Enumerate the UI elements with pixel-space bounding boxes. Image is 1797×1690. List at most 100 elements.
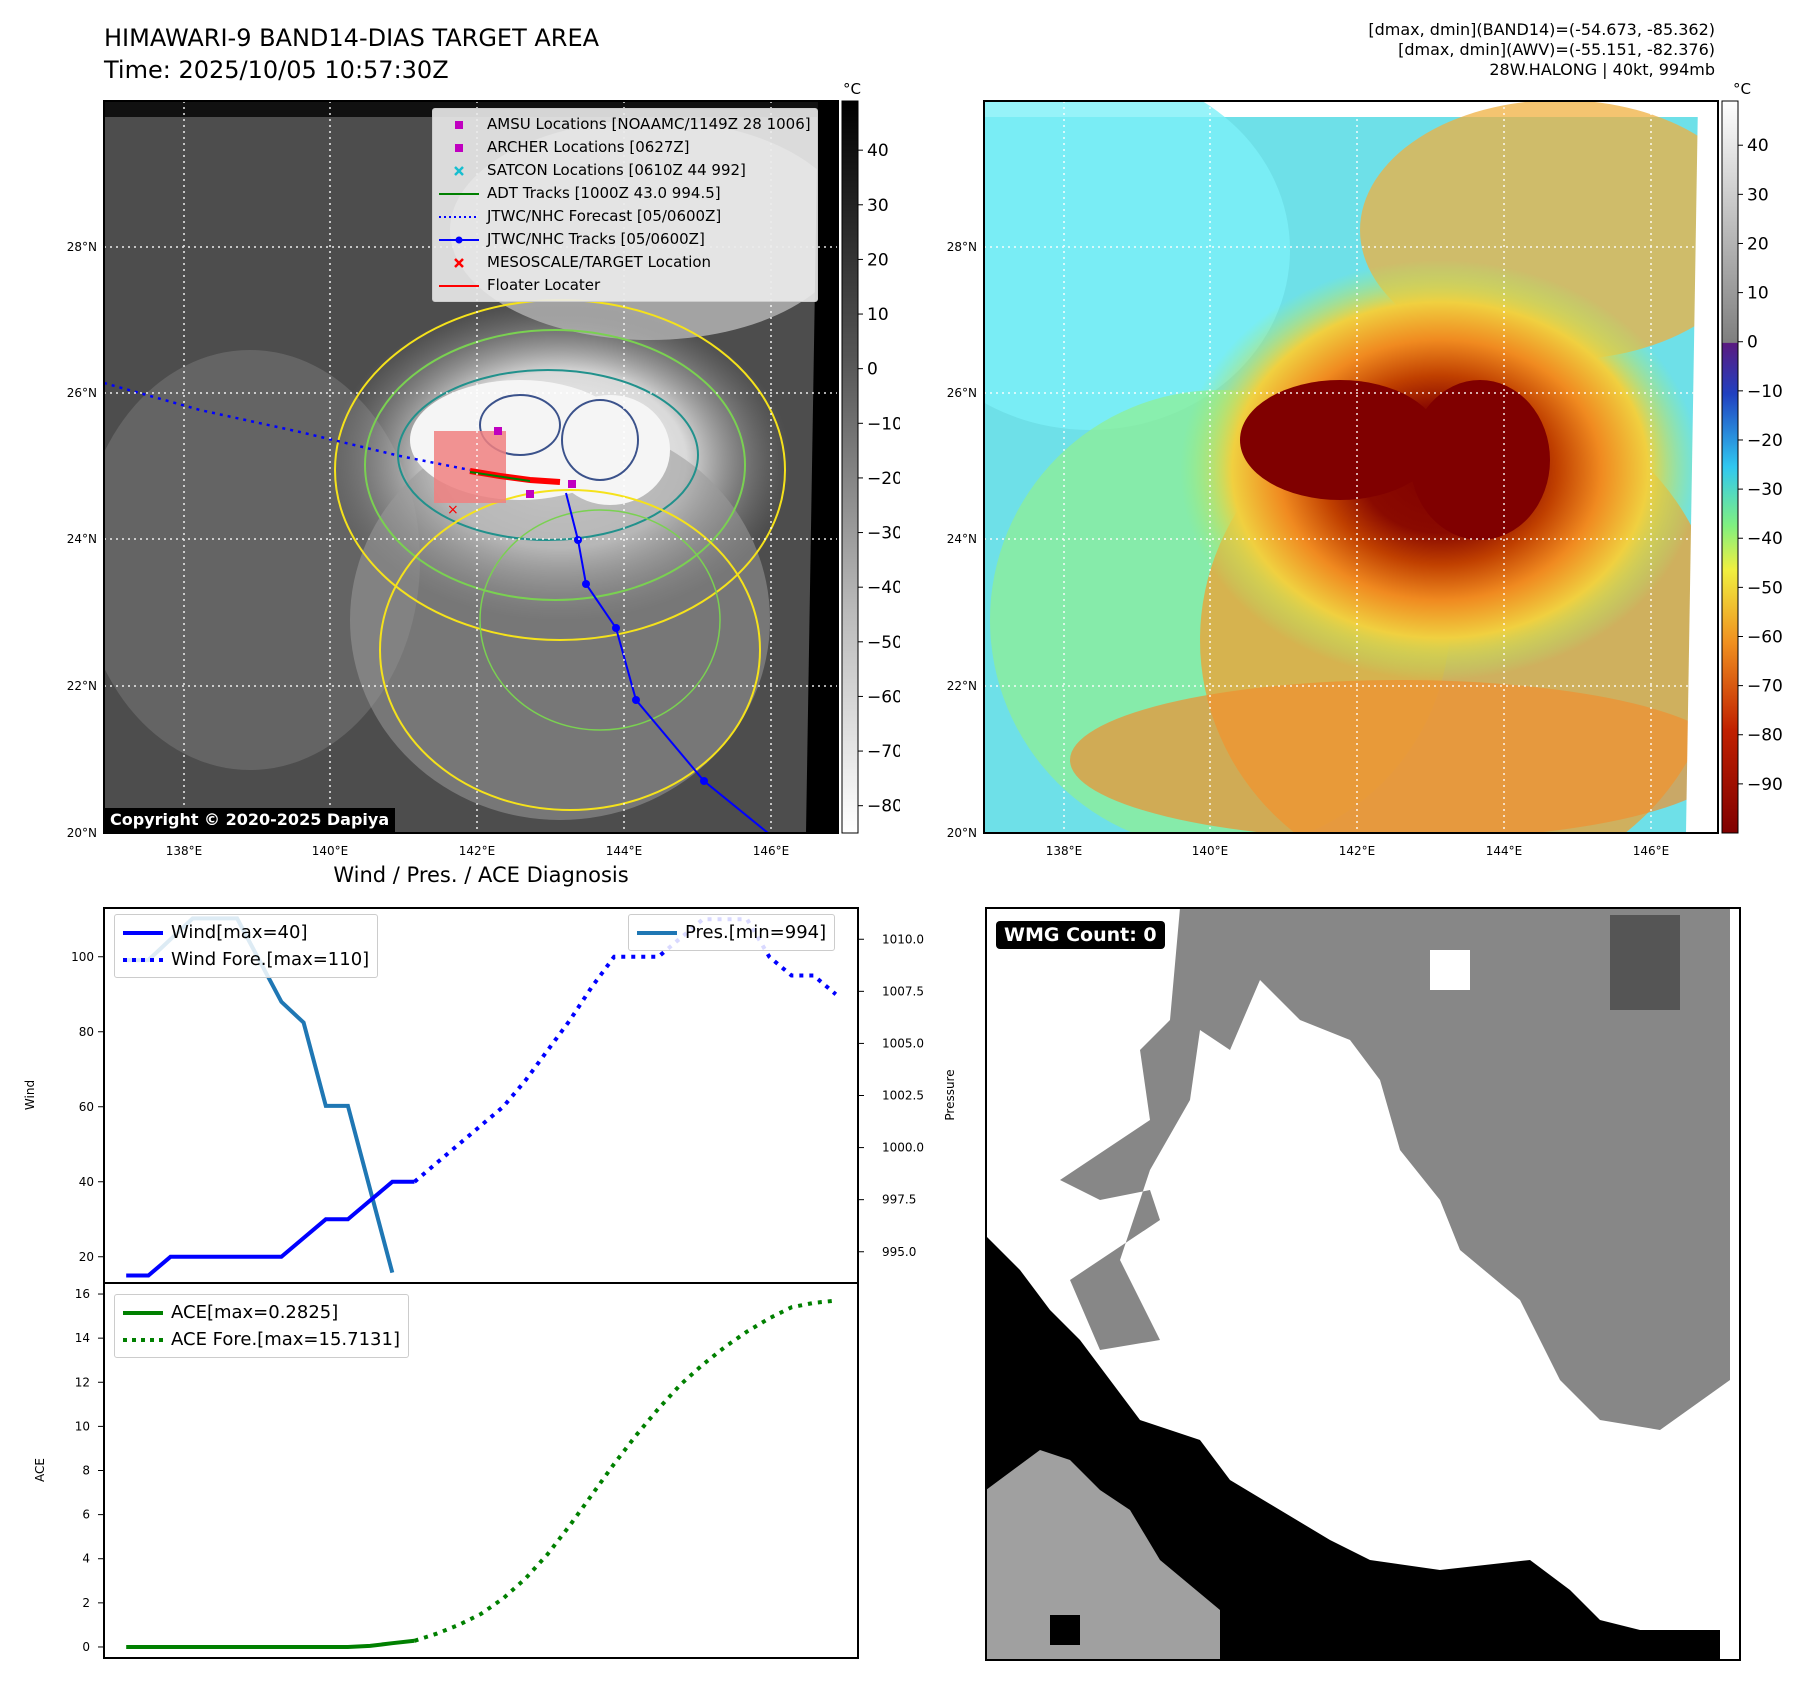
map-legend-label: Floater Locater xyxy=(487,276,601,294)
colorbar-tick-label: 30 xyxy=(1747,185,1769,205)
colorbar-tick-label: −80 xyxy=(1747,726,1783,746)
ace-series xyxy=(126,1298,837,1649)
wind-tick-label: 60 xyxy=(79,1100,94,1114)
map-legend-entry: ADT Tracks [1000Z 43.0 994.5] xyxy=(439,182,811,205)
ace-y-ticks: 0 2 4 6 8 10 12 14 16 xyxy=(75,1287,104,1654)
lat-label: 20°N xyxy=(67,826,97,840)
wind-axis-label: Wind xyxy=(23,1080,37,1110)
wind-line xyxy=(126,1179,415,1278)
lat-label: 22°N xyxy=(67,679,97,693)
colorbar-tick-label: −30 xyxy=(867,524,900,544)
archer-marker xyxy=(526,490,534,498)
ace-line xyxy=(126,1638,415,1649)
wmg-image xyxy=(986,908,1740,1660)
map-legend-entry: JTWC/NHC Forecast [05/0600Z] xyxy=(439,205,811,228)
colorbar-tick-label: −70 xyxy=(1747,677,1783,697)
colorbar-tick-label: 0 xyxy=(867,360,878,380)
pressure-tick-label: 1000.0 xyxy=(882,1141,924,1155)
stats-storm: 28W.HALONG | 40kt, 994mb xyxy=(1489,60,1715,79)
map-legend-entry: JTWC/NHC Tracks [05/0600Z] xyxy=(439,228,811,251)
colorbar-tick-label: 30 xyxy=(867,196,889,216)
map-legend-label: SATCON Locations [0610Z 44 992] xyxy=(487,161,746,179)
solid-green-line-icon xyxy=(123,1305,163,1321)
lat-label: 26°N xyxy=(947,386,977,400)
colorbar-tick-label: −60 xyxy=(867,687,900,707)
lon-label: 138°E xyxy=(166,844,203,858)
colorbar-left-ticks: 40 30 20 10 0 −10 −20 −30 −40 −50 −60 −70 −80 xyxy=(858,141,900,817)
color-map-panel: 28°N 26°N 24°N 22°N 20°N 138°E 140°E 142… xyxy=(947,80,1783,858)
colorbar-tick-label: 10 xyxy=(867,305,889,325)
ace-tick-label: 8 xyxy=(82,1464,90,1478)
map-legend-label: ARCHER Locations [0627Z] xyxy=(487,138,690,156)
red-line-icon xyxy=(439,278,479,294)
wmg-count-badge: WMG Count: 0 xyxy=(996,921,1165,949)
lon-label: 144°E xyxy=(1486,844,1523,858)
colorbar-tick-label: 0 xyxy=(1747,333,1758,353)
wind-forecast-line xyxy=(413,917,838,1184)
pressure-tick-label: 1007.5 xyxy=(882,984,924,998)
map-legend-entry: ARCHER Locations [0627Z] xyxy=(439,136,811,159)
mesoscale-marker: × xyxy=(447,502,459,518)
wind-tick-label: 40 xyxy=(79,1175,94,1189)
colorbar-tick-label: −10 xyxy=(1747,382,1783,402)
lat-label: 28°N xyxy=(67,240,97,254)
pressure-axis-label: Pressure xyxy=(943,1069,957,1120)
lat-label: 24°N xyxy=(947,532,977,546)
blue-line-dot-icon xyxy=(439,232,479,248)
map-legend-label: MESOSCALE/TARGET Location xyxy=(487,253,712,271)
map-legend-entry: AMSU Locations [NOAAMC/1149Z 28 1006] xyxy=(439,113,811,136)
dotted-blue-line-icon xyxy=(123,952,163,968)
colorbar-right-unit: °C xyxy=(1733,80,1751,98)
stats-band14: [dmax, dmin](BAND14)=(-54.673, -85.362) xyxy=(1368,20,1715,39)
colorbar-right xyxy=(1721,100,1739,834)
ace-tick-label: 10 xyxy=(75,1419,90,1433)
map-legend-label: ADT Tracks [1000Z 43.0 994.5] xyxy=(487,184,721,202)
colorbar-tick-label: −70 xyxy=(867,742,900,762)
legend-label: ACE[max=0.2825] xyxy=(171,1302,339,1323)
magenta-square-icon xyxy=(439,140,479,156)
color-map-image xyxy=(984,101,1718,833)
colorbar-tick-label: −30 xyxy=(1747,480,1783,500)
colorbar-right-ticks: 40 30 20 10 0 −10 −20 −30 −40 −50 −60 −70 −80 −90 xyxy=(1738,136,1783,795)
archer-marker-2 xyxy=(568,480,576,488)
ace-legend: ACE[max=0.2825] ACE Fore.[max=15.7131] xyxy=(114,1294,409,1358)
pressure-y-ticks: 995.0 997.5 1000.0 1002.5 1005.0 1007.5 1010.0 xyxy=(858,932,924,1259)
legend-label: Pres.[min=994] xyxy=(685,922,827,943)
lon-label: 142°E xyxy=(459,844,496,858)
green-line-icon xyxy=(439,186,479,202)
map-legend-entry: MESOSCALE/TARGET Location xyxy=(439,251,811,274)
wind-tick-label: 80 xyxy=(79,1025,94,1039)
ace-axis-label: ACE xyxy=(33,1458,47,1482)
ace-tick-label: 12 xyxy=(75,1375,90,1389)
magenta-square-icon xyxy=(439,117,479,133)
lon-label: 146°E xyxy=(1633,844,1670,858)
colorbar-tick-label: 20 xyxy=(867,250,889,270)
pressure-tick-label: 1010.0 xyxy=(882,932,924,946)
colorbar-tick-label: −40 xyxy=(1747,529,1783,549)
dotted-green-line-icon xyxy=(123,1332,163,1348)
blue-dotted-line-icon xyxy=(439,209,479,225)
ace-tick-label: 4 xyxy=(82,1552,90,1566)
ir-map-lon-labels: 138°E 140°E 142°E 144°E 146°E xyxy=(166,844,790,858)
color-map-grid xyxy=(984,101,1718,833)
lat-label: 24°N xyxy=(67,532,97,546)
map-legend-label: AMSU Locations [NOAAMC/1149Z 28 1006] xyxy=(487,115,811,133)
colorbar-tick-label: −60 xyxy=(1747,627,1783,647)
colorbar-tick-label: −90 xyxy=(1747,775,1783,795)
lon-label: 144°E xyxy=(606,844,643,858)
legend-label: Wind Fore.[max=110] xyxy=(171,949,370,970)
ir-map-lat-labels: 28°N 26°N 24°N 22°N 20°N xyxy=(67,240,97,840)
colorbar-tick-label: −50 xyxy=(1747,578,1783,598)
ace-forecast-line xyxy=(413,1298,837,1643)
diagnosis-title: Wind / Pres. / ACE Diagnosis xyxy=(333,863,629,887)
legend-label: Wind[max=40] xyxy=(171,922,308,943)
red-x-icon xyxy=(439,255,479,271)
wmg-axes xyxy=(985,907,1741,1661)
color-map-lat-labels: 28°N 26°N 24°N 22°N 20°N xyxy=(947,240,977,840)
lon-label: 140°E xyxy=(312,844,349,858)
colorbar-left-unit: °C xyxy=(843,80,861,98)
pressure-legend: Pres.[min=994] xyxy=(628,914,836,951)
colorbar-left xyxy=(841,100,859,834)
